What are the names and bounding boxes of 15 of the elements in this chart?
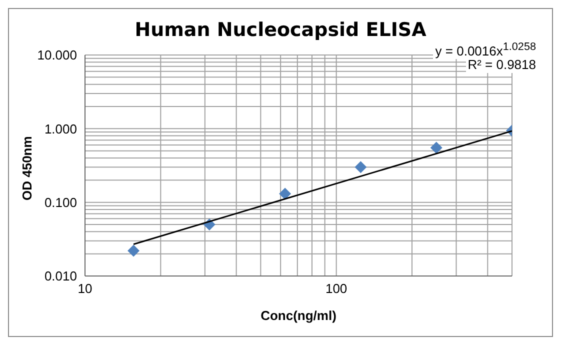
annotation: y = 0.0016x$^{1.0258}$ (433, 39, 538, 60)
y-tick-label: 1.000 (44, 121, 77, 136)
y-tick-label: 0.100 (44, 194, 77, 210)
point (430, 142, 442, 154)
point (279, 188, 292, 200)
y-tick-label: 0.010 (44, 268, 77, 284)
x-axis-title: Conc(ng/ml) (260, 308, 336, 323)
chart-title: Human Nucleocapsid ELISA (134, 19, 428, 41)
x-tick-label: 10 (78, 281, 92, 296)
point (128, 244, 140, 257)
y-axis-title: OD 450nm (20, 136, 35, 200)
annotation: R² = 0.9818 (466, 57, 538, 73)
y-tick-label: 10.000 (37, 48, 77, 63)
point (354, 161, 367, 174)
x-tick-label: 100 (325, 281, 348, 296)
